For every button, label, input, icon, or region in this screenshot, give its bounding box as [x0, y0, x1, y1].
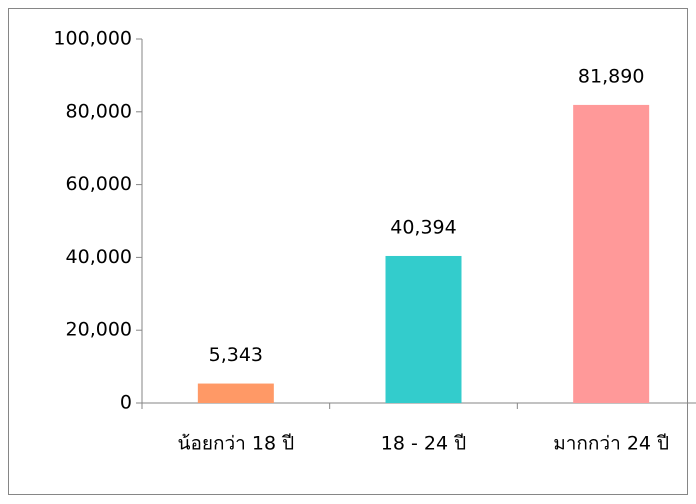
data-label: 5,343	[209, 344, 263, 366]
y-tick-label: 60,000	[66, 173, 132, 195]
x-tick-label: มากกว่า 24 ปี	[553, 433, 669, 455]
y-tick-label: 40,000	[66, 246, 132, 268]
data-label: 81,890	[578, 65, 644, 87]
x-tick-label: น้อยกว่า 18 ปี	[177, 433, 294, 455]
y-tick-label: 80,000	[66, 100, 132, 122]
bar	[385, 255, 462, 403]
y-tick-label: 20,000	[66, 319, 132, 341]
y-tick-label: 0	[120, 392, 132, 414]
y-tick-label: 100,000	[53, 28, 132, 50]
bar	[197, 383, 274, 403]
x-tick-label: 18 - 24 ปี	[381, 433, 466, 455]
data-label: 40,394	[390, 216, 456, 238]
bar	[573, 104, 650, 403]
